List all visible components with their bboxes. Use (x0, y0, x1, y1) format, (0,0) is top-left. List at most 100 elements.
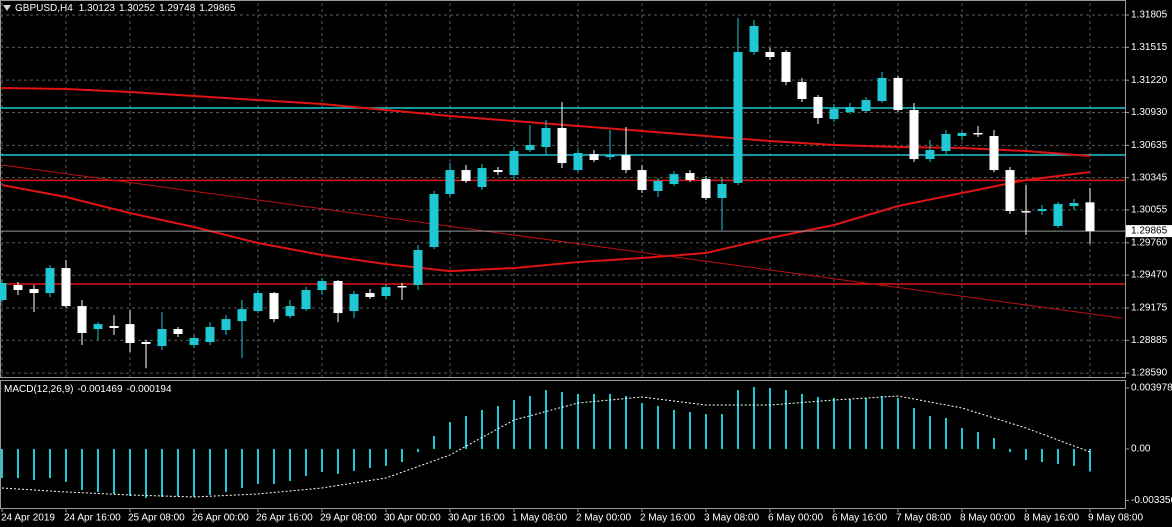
main-panel-frame (0, 0, 1126, 378)
candle-body (125, 324, 135, 344)
candle-body (621, 155, 631, 171)
macd-bar (481, 410, 483, 449)
candle-body (669, 174, 679, 184)
y-tick-label: 1.28885 (1131, 335, 1168, 346)
candle-body (637, 170, 647, 190)
candle-body (781, 52, 791, 82)
y-tick-label: 1.31515 (1131, 42, 1168, 53)
x-tick-label: 6 May 16:00 (832, 513, 887, 524)
y-tick-label: -0.003356 (1131, 495, 1172, 506)
macd-bar (417, 448, 419, 452)
macd-bar (817, 397, 819, 449)
macd-bar (609, 394, 611, 449)
price-label: 1.29865 (1131, 226, 1168, 237)
x-tick-label: 30 Apr 16:00 (448, 513, 505, 524)
macd-bar (801, 394, 803, 449)
macd-bar (641, 403, 643, 449)
candle-body (189, 338, 199, 346)
header-close: 1.29865 (199, 3, 236, 14)
macd-bar (577, 394, 579, 449)
header-low: 1.29748 (159, 3, 196, 14)
candle-body (109, 325, 119, 328)
symbol: GBPUSD,H4 (15, 3, 73, 14)
macd-bar (193, 448, 195, 497)
x-tick-label: 2 May 00:00 (576, 513, 631, 524)
y-tick-label: 0.003978 (1131, 383, 1172, 394)
macd-bar (257, 448, 259, 484)
macd-bar (433, 435, 435, 449)
macd-bar (625, 396, 627, 449)
candle-body (237, 309, 247, 322)
macd-bar (209, 448, 211, 495)
y-tick-label: 1.30930 (1131, 107, 1168, 118)
macd-bar (769, 388, 771, 449)
candle-body (349, 294, 359, 312)
candle-body (1053, 204, 1063, 226)
macd-bar (705, 414, 707, 449)
macd-bar (993, 437, 995, 449)
x-tick-label: 2 May 16:00 (640, 513, 695, 524)
x-tick-label: 24 Apr 16:00 (64, 513, 121, 524)
macd-bar (113, 448, 115, 494)
x-tick-label: 7 May 08:00 (896, 513, 951, 524)
macd-bar (129, 448, 131, 496)
macd-bar (513, 400, 515, 449)
macd-bar (753, 387, 755, 449)
x-tick-label: 3 May 08:00 (704, 513, 759, 524)
macd-bar (849, 399, 851, 449)
y-tick-label: 1.30635 (1131, 140, 1168, 151)
macd-bar (65, 448, 67, 482)
macd-bar (1025, 448, 1027, 460)
candle-body (525, 145, 535, 151)
candle-body (1005, 170, 1015, 212)
candle-body (77, 306, 87, 334)
macd-main-value: -0.001469 (77, 384, 122, 395)
macd-bar (961, 428, 963, 449)
candle-body (1085, 202, 1095, 232)
candle-body (397, 286, 407, 288)
header-high: 1.30252 (119, 3, 156, 14)
y-tick-label: 1.29175 (1131, 303, 1168, 314)
y-tick-label: 1.30055 (1131, 205, 1168, 216)
x-tick-label: 30 Apr 00:00 (384, 513, 441, 524)
chart-header: GBPUSD,H4 1.30123 1.30252 1.29748 1.29865 (15, 3, 236, 14)
candle-body (269, 293, 279, 320)
candle-body (509, 151, 519, 176)
candle-body (749, 25, 759, 53)
macd-name: MACD(12,26,9) (4, 384, 73, 395)
x-tick-label: 26 Apr 16:00 (256, 513, 313, 524)
candle-body (653, 180, 663, 192)
macd-bar (337, 448, 339, 474)
x-tick-label: 26 Apr 00:00 (192, 513, 249, 524)
macd-bar (97, 448, 99, 492)
candle-body (557, 127, 567, 164)
y-tick-label: 1.28590 (1131, 368, 1168, 379)
candle-body (13, 285, 23, 291)
macd-bar (1009, 448, 1011, 452)
candle-body (1021, 211, 1031, 213)
y-tick-label: 1.30345 (1131, 172, 1168, 183)
candle-body (445, 170, 455, 195)
macd-bar (497, 406, 499, 449)
candle-body (317, 280, 327, 291)
candle-body (221, 319, 231, 330)
candle-body (61, 268, 71, 307)
candle-body (925, 150, 935, 160)
macd-bar (49, 448, 51, 478)
symbol-icon (3, 5, 11, 11)
macd-bar (465, 415, 467, 449)
candle-body (1069, 203, 1079, 207)
candle-body (909, 110, 919, 160)
macd-bar (881, 396, 883, 449)
candle-body (733, 52, 743, 183)
macd-bar (321, 448, 323, 472)
candle-body (45, 268, 55, 294)
price-label-box (1126, 225, 1172, 238)
macd-bar (1057, 448, 1059, 464)
indicator-line (1, 171, 1091, 273)
macd-bar (561, 392, 563, 449)
plot-layer: 1.31805 1.31515 1.31220 1.30930 1.30635 1.303… (0, 3, 1172, 524)
macd-bar (1041, 448, 1043, 462)
header-open: 1.30123 (79, 3, 116, 14)
x-tick-label: 1 May 08:00 (512, 513, 567, 524)
